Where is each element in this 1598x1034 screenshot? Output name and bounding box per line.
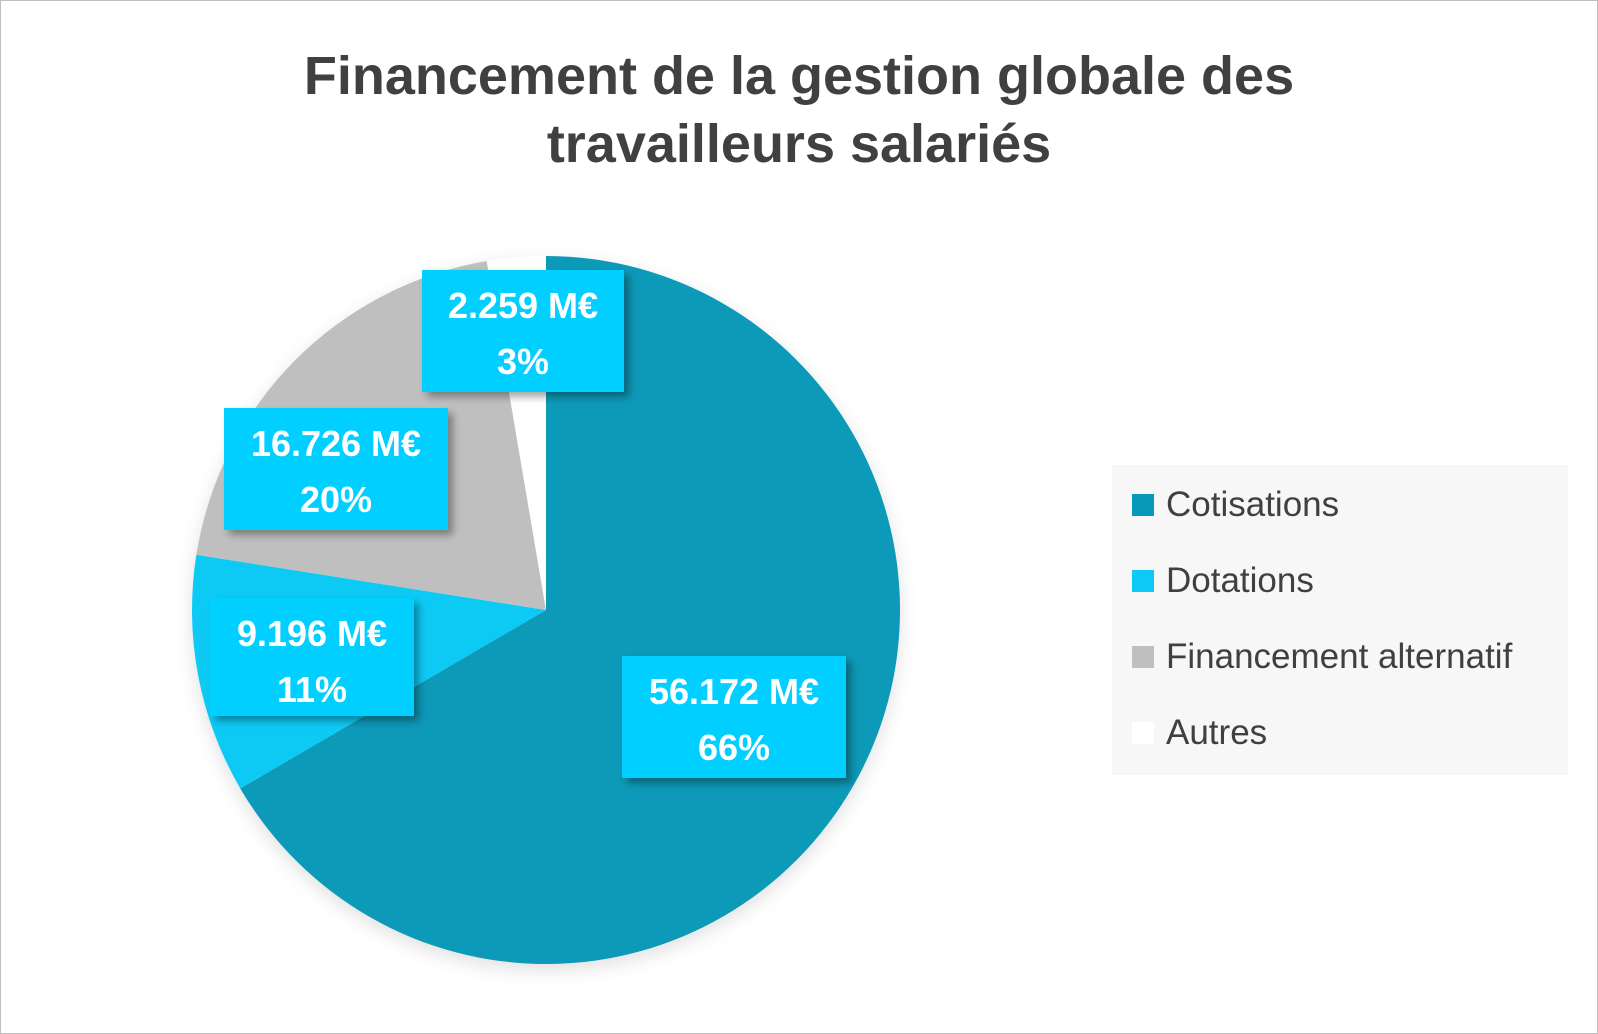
legend-item-cotisations: Cotisations <box>1132 485 1339 525</box>
data-label-financement-alternatif: 16.726 M€ 20% <box>224 408 448 530</box>
data-label-box-cotisations <box>622 656 846 778</box>
data-label-value-autres: 2.259 M€ <box>448 285 598 326</box>
data-label-value-financement-alternatif: 16.726 M€ <box>251 423 421 464</box>
legend-label-financement-alternatif: Financement alternatif <box>1166 637 1513 676</box>
data-label-percent-financement-alternatif: 20% <box>300 479 372 520</box>
legend-swatch-cotisations <box>1132 494 1154 516</box>
data-label-dotations: 9.196 M€ 11% <box>210 598 414 716</box>
legend-label-dotations: Dotations <box>1166 561 1314 600</box>
pie-slice-cotisations <box>240 256 901 965</box>
chart-title-line-1: Financement de la gestion globale des <box>303 46 1295 106</box>
legend-item-dotations: Dotations <box>1132 561 1314 601</box>
data-label-box-dotations <box>210 598 414 716</box>
legend-swatch-dotations <box>1132 570 1154 592</box>
legend-swatch-autres <box>1132 722 1154 744</box>
data-label-percent-dotations: 11% <box>277 669 347 710</box>
legend-label-cotisations: Cotisations <box>1166 485 1340 524</box>
data-label-value-dotations: 9.196 M€ <box>237 613 387 654</box>
data-label-box-financement-alternatif <box>224 408 448 530</box>
data-label-percent-autres: 3% <box>497 341 549 382</box>
legend-label-autres: Autres <box>1166 713 1268 752</box>
chart-title-line-2: travailleurs salariés <box>546 114 1052 174</box>
legend-item-financement-alternatif: Financement alternatif <box>1132 637 1512 677</box>
chart-title: Financement de la gestion globale des tr… <box>0 42 1598 178</box>
data-label-autres: 2.259 M€ 3% <box>422 270 624 392</box>
legend: Cotisations Dotations Financement altern… <box>1112 465 1568 775</box>
data-labels: 56.172 M€ 66% 9.196 M€ 11% 16.726 M€ 20% 2.259… <box>210 270 846 778</box>
data-label-value-cotisations: 56.172 M€ <box>649 671 819 712</box>
data-label-percent-cotisations: 66% <box>698 727 770 768</box>
legend-item-autres: Autres <box>1132 713 1267 753</box>
data-label-box-autres <box>422 270 624 392</box>
legend-swatch-financement-alternatif <box>1132 646 1154 668</box>
data-label-cotisations: 56.172 M€ 66% <box>622 656 846 778</box>
